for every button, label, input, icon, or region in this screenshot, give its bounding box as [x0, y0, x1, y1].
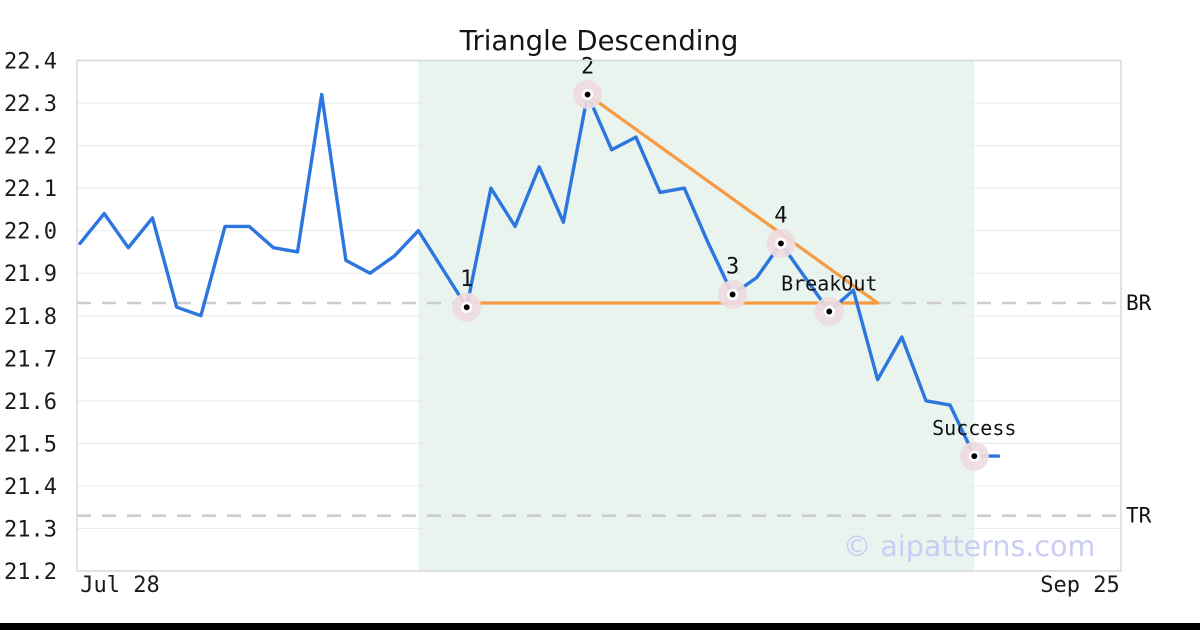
marker-dot	[823, 305, 835, 318]
y-axis-tick-labels: 22.4 22.3 22.2 22.1 22.0 21.9 21.8 21.7 21.6 21.5…	[4, 50, 57, 586]
level-labels: BR TR	[1126, 291, 1152, 528]
y-tick-label: 22.4	[4, 50, 57, 75]
chart-title: Triangle Descending	[459, 25, 739, 57]
annotation-labels: 1 2 3 4 BreakOut Success	[460, 55, 1016, 441]
y-tick-label: 21.3	[4, 517, 57, 542]
y-tick-label: 21.5	[4, 432, 57, 457]
y-tick-label: 21.8	[4, 305, 57, 330]
annotation-label: 4	[774, 203, 787, 228]
x-axis-tick-labels: Jul 28 Sep 25	[80, 573, 1119, 598]
y-tick-label: 21.6	[4, 390, 57, 415]
price-polyline	[78, 92, 1001, 458]
y-tick-label: 21.9	[4, 262, 57, 287]
y-tick-label: 21.4	[4, 475, 57, 500]
annotation-label: BreakOut	[781, 271, 877, 295]
x-tick-label: Sep 25	[1040, 573, 1119, 598]
annotation-label: 3	[726, 254, 739, 279]
marker-dot	[968, 450, 980, 462]
plot-border	[76, 59, 1122, 572]
price-line	[78, 92, 1001, 458]
y-tick-label: 21.2	[4, 560, 57, 585]
marker-dot	[461, 301, 473, 313]
y-tick-label: 22.1	[4, 177, 57, 202]
triangle-resistance-line	[585, 92, 880, 305]
annotation-label: 2	[581, 55, 594, 80]
y-tick-label: 22.0	[4, 220, 57, 245]
footer-bar	[0, 623, 1200, 630]
annotation-label: 1	[460, 267, 473, 292]
level-label: BR	[1126, 291, 1152, 315]
triangle-trendlines	[465, 92, 880, 305]
watermark: © aipatterns.com	[843, 530, 1095, 563]
level-label: TR	[1126, 504, 1152, 528]
marker-dot	[726, 288, 739, 301]
y-tick-label: 22.2	[4, 135, 57, 160]
y-tick-label: 21.7	[4, 347, 57, 372]
marker-dot	[581, 88, 594, 101]
annotation-label: Success	[932, 416, 1016, 440]
y-tick-label: 22.3	[4, 92, 57, 117]
marker-dot	[775, 237, 787, 250]
x-tick-label: Jul 28	[80, 573, 159, 598]
pattern-point-markers	[452, 80, 989, 471]
